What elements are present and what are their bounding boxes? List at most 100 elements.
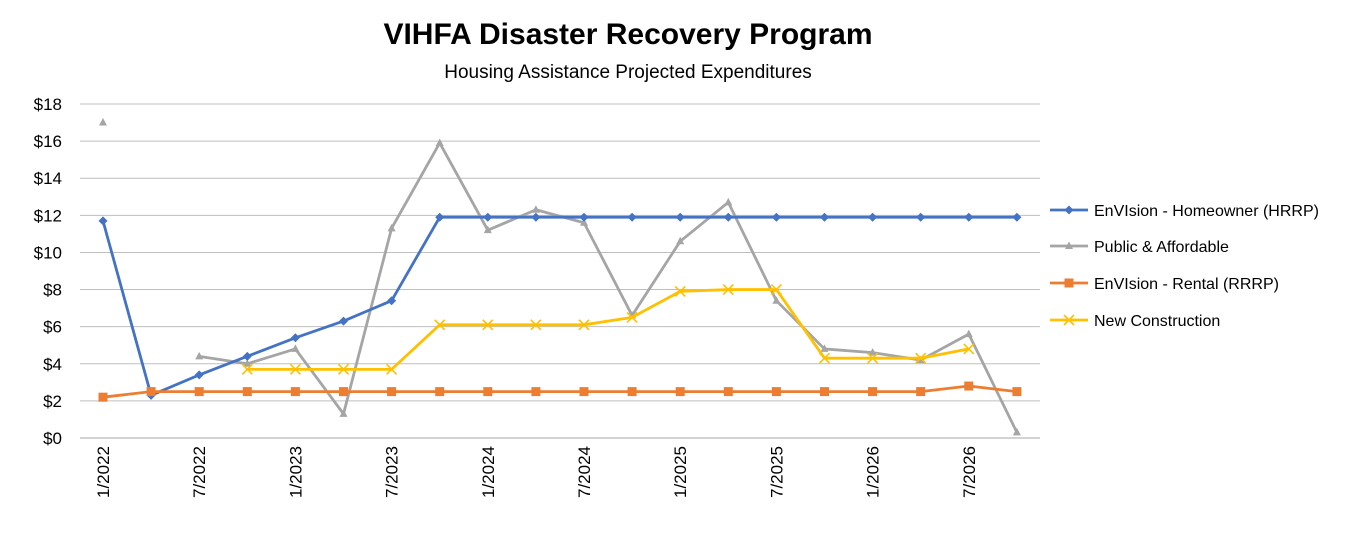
data-point [820, 344, 829, 352]
data-point [963, 343, 975, 355]
data-point [674, 285, 686, 297]
data-point [868, 348, 877, 356]
data-point [435, 212, 445, 222]
legend: EnVIsion - Homeowner (HRRP) Public & Affo… [1050, 203, 1319, 330]
x-tick-label: 7/2023 [383, 446, 402, 498]
data-point [483, 225, 492, 234]
data-point [916, 387, 926, 397]
y-axis-tick-labels: $0 $2 $4 $6 $8 $10 $12 $14 $16 $18 [34, 95, 62, 448]
data-point [627, 212, 637, 222]
data-point [530, 319, 542, 331]
data-point [387, 387, 397, 397]
data-point [771, 387, 781, 397]
data-point [387, 223, 396, 232]
data-point [626, 311, 638, 323]
legend-label: EnVIsion - Homeowner (HRRP) [1094, 203, 1319, 220]
data-point [195, 351, 204, 360]
data-point [337, 363, 350, 375]
legend-item: New Construction [1050, 313, 1220, 330]
legend-marker [1065, 241, 1073, 249]
data-point [99, 118, 107, 126]
series-line [101, 215, 1017, 397]
data-point [867, 352, 879, 364]
data-point [627, 387, 637, 397]
data-point [289, 363, 301, 375]
legend-label: New Construction [1094, 313, 1220, 330]
legend-item: Public & Affordable [1050, 239, 1229, 256]
data-point [724, 197, 733, 206]
chart-subtitle: Housing Assistance Projected Expenditure… [444, 62, 812, 83]
y-tick-label: $16 [34, 132, 62, 151]
data-point [434, 319, 446, 331]
y-tick-label: $10 [34, 243, 62, 262]
data-point [676, 236, 685, 245]
data-point [146, 387, 156, 397]
y-tick-label: $18 [34, 95, 62, 114]
legend-label: EnVIsion - Rental (RRRP) [1094, 276, 1279, 293]
data-point [435, 387, 445, 397]
data-point [916, 212, 926, 222]
legend-item: EnVIsion - Rental (RRRP) [1050, 276, 1279, 293]
data-point [435, 138, 444, 146]
data-point [98, 216, 108, 226]
series-line [102, 384, 1018, 399]
data-point [820, 212, 829, 222]
data-point [675, 212, 685, 222]
y-tick-label: $14 [34, 169, 62, 188]
data-point [339, 387, 348, 397]
data-point [868, 387, 878, 397]
data-point [290, 387, 300, 397]
y-tick-label: $0 [43, 429, 62, 448]
data-point [964, 381, 974, 391]
data-point [531, 212, 541, 222]
data-point [242, 351, 252, 361]
x-tick-label: 1/2023 [286, 446, 305, 498]
data-point [771, 212, 781, 222]
legend-marker [1064, 278, 1074, 288]
x-tick-label: 1/2026 [864, 446, 883, 498]
chart-title: VIHFA Disaster Recovery Program [383, 18, 872, 51]
y-tick-label: $8 [43, 281, 62, 300]
data-point [98, 392, 108, 402]
data-point [386, 363, 398, 375]
data-point [387, 296, 397, 306]
x-tick-label: 7/2026 [960, 446, 979, 498]
data-point [291, 344, 300, 352]
x-tick-label: 7/2024 [575, 446, 594, 498]
y-tick-label: $2 [43, 392, 62, 411]
data-point [243, 359, 252, 367]
data-point [579, 387, 589, 397]
data-point [578, 319, 590, 331]
data-point [915, 352, 927, 364]
x-tick-label: 1/2025 [671, 446, 690, 498]
legend-marker [1063, 314, 1075, 326]
data-point [483, 212, 493, 222]
x-tick-label: 7/2022 [190, 446, 209, 498]
series-2 [98, 381, 1022, 402]
data-point [579, 212, 589, 222]
data-point [818, 352, 831, 364]
data-point [675, 387, 685, 397]
data-point [531, 387, 541, 397]
data-point [1012, 212, 1022, 222]
data-point [964, 329, 973, 338]
data-point [339, 316, 348, 326]
data-point [722, 283, 734, 296]
legend-label: Public & Affordable [1094, 239, 1229, 256]
series-0 [98, 212, 1022, 400]
data-point [531, 205, 540, 213]
data-point [241, 363, 253, 375]
data-point [820, 387, 829, 397]
data-point [242, 387, 252, 397]
series-line [198, 141, 1019, 434]
data-point [1012, 387, 1022, 397]
series-line [247, 288, 970, 371]
data-point [483, 387, 493, 397]
legend-item: EnVIsion - Homeowner (HRRP) [1050, 203, 1319, 220]
y-tick-label: $4 [43, 355, 62, 374]
x-tick-label: 1/2022 [94, 446, 113, 498]
y-tick-label: $12 [34, 206, 62, 225]
x-axis-tick-labels: 1/2022 7/2022 1/2023 7/2023 1/2024 7/2024 1/20… [94, 446, 979, 498]
series-3 [241, 283, 975, 375]
